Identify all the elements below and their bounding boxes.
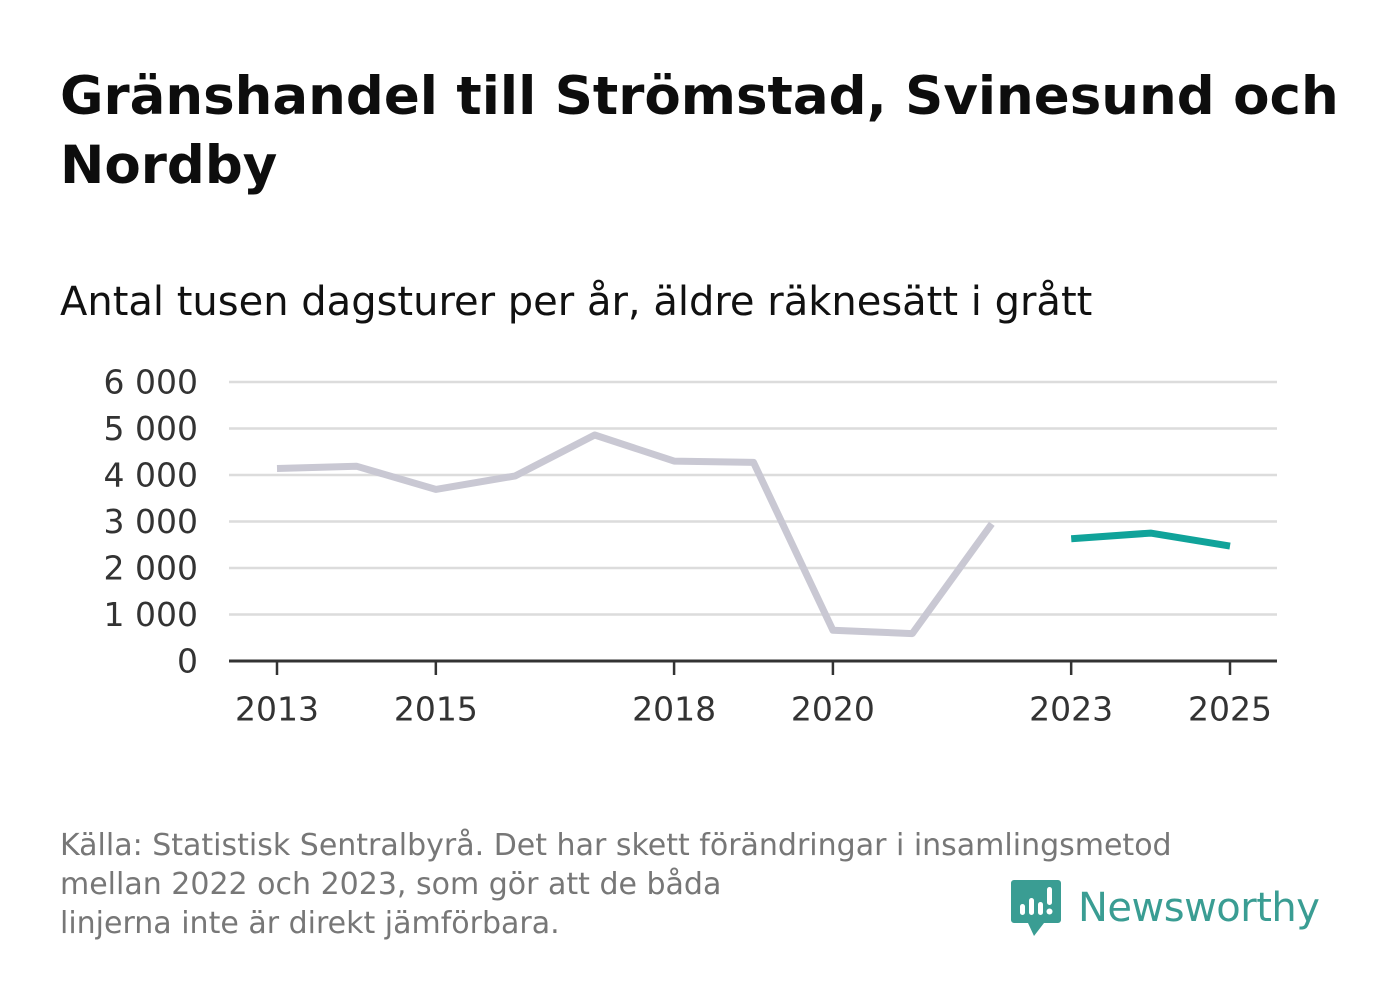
- x-tick-label-2025: 2025: [1188, 690, 1272, 729]
- x-tick-label-2018: 2018: [632, 690, 716, 729]
- chart-title: Gränshandel till Strömstad, Svinesund oc…: [60, 66, 1339, 196]
- x-axis-tick-labels: 2013 2015 2018 2020 2023 2025: [235, 690, 1272, 729]
- x-axis: [229, 659, 1277, 675]
- y-tick-label-5000: 5 000: [104, 409, 198, 448]
- source-line-1: Källa: Statistisk Sentralbyrå. Det har s…: [60, 828, 1172, 863]
- y-tick-label-4000: 4 000: [104, 456, 198, 495]
- y-tick-label-3000: 3 000: [104, 502, 198, 541]
- x-tick-label-2023: 2023: [1029, 690, 1113, 729]
- y-tick-label-6000: 6 000: [104, 363, 198, 402]
- source-line-3: linjerna inte är direkt jämförbara.: [60, 906, 560, 941]
- logo-text: Newsworthy: [1078, 885, 1320, 931]
- y-tick-label-2000: 2 000: [104, 549, 198, 588]
- x-tick-label-2020: 2020: [791, 690, 875, 729]
- y-axis-tick-labels: 0 1 000 2 000 3 000 4 000 5 000 6 000: [104, 363, 198, 681]
- line-chart: 0 1 000 2 000 3 000 4 000 5 000 6 000 2013 2015…: [104, 363, 1277, 729]
- newsworthy-logo[interactable]: Newsworthy: [1010, 878, 1320, 938]
- x-tick-label-2013: 2013: [235, 690, 319, 729]
- y-tick-label-0: 0: [177, 642, 198, 681]
- series-line-2: [1070, 529, 1231, 550]
- series-lines: [276, 431, 1231, 638]
- bar-chart-logo-icon: [1011, 880, 1061, 936]
- source-note: Källa: Statistisk Sentralbyrå. Det har s…: [60, 826, 1240, 943]
- y-tick-label-1000: 1 000: [104, 595, 198, 634]
- gridlines: [229, 380, 1277, 616]
- series-line-1: [276, 431, 995, 638]
- chart-subtitle: Antal tusen dagsturer per år, äldre räkn…: [60, 279, 1093, 325]
- source-line-2: mellan 2022 och 2023, som gör att de båd…: [60, 867, 722, 902]
- x-tick-label-2015: 2015: [394, 690, 478, 729]
